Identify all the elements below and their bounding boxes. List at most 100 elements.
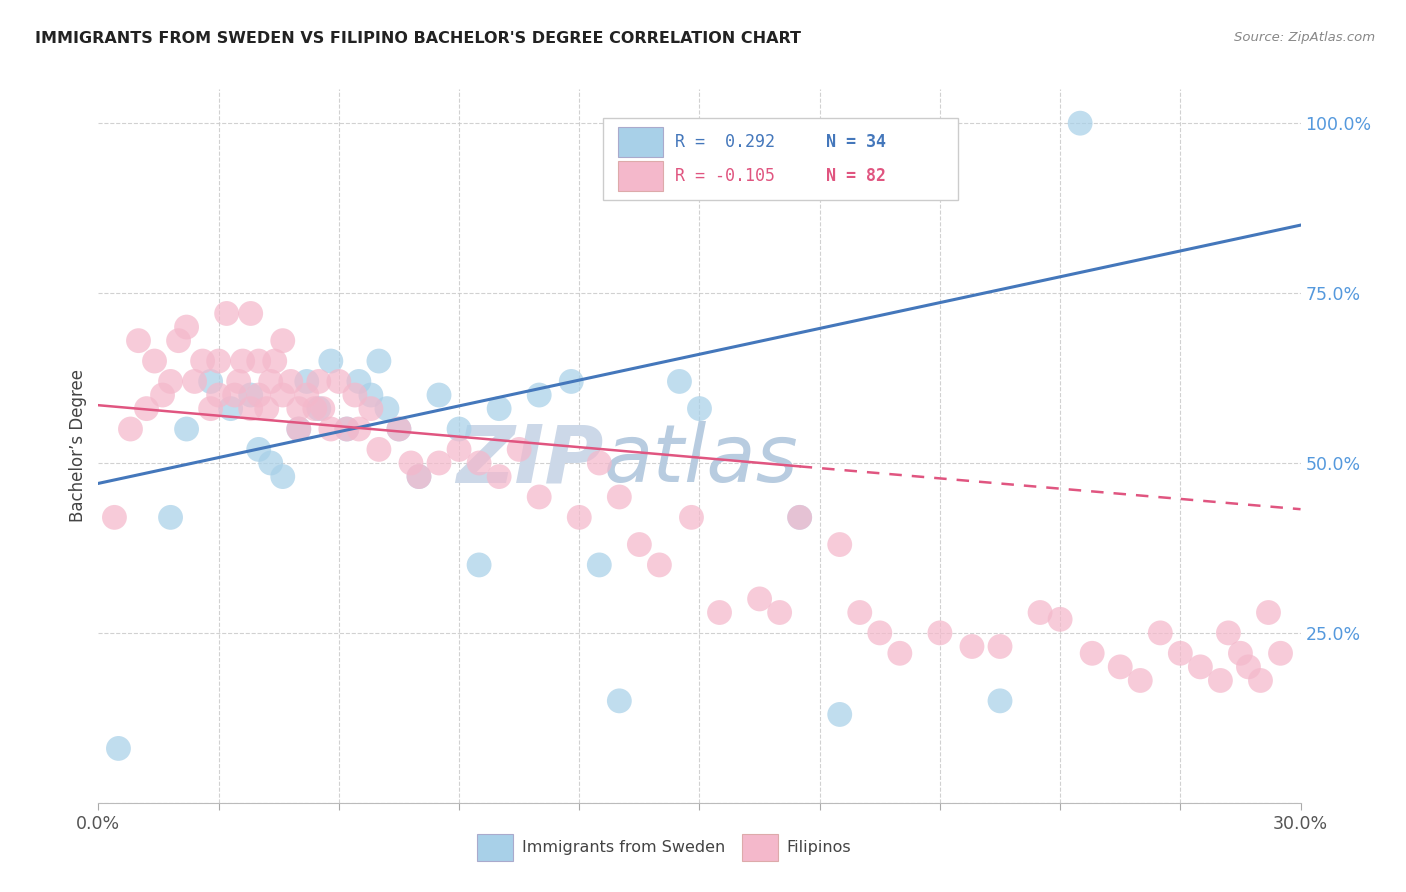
Point	[375, 401, 398, 416]
Text: R = -0.105: R = -0.105	[675, 168, 776, 186]
Bar	[617, 127, 664, 157]
Point	[628, 537, 651, 551]
Point	[224, 388, 246, 402]
Point	[219, 401, 242, 416]
Point	[260, 456, 283, 470]
Text: ZIP: ZIP	[456, 421, 603, 500]
Point	[869, 626, 891, 640]
Point	[1270, 646, 1292, 660]
Point	[271, 334, 294, 348]
Point	[191, 354, 214, 368]
Point	[215, 306, 238, 320]
Point	[143, 354, 166, 368]
Point	[135, 401, 157, 416]
Point	[347, 422, 370, 436]
Point	[849, 606, 872, 620]
Text: R =  0.292: R = 0.292	[675, 133, 776, 151]
Point	[288, 422, 311, 436]
Point	[960, 640, 983, 654]
Point	[280, 375, 302, 389]
Point	[828, 537, 851, 551]
Point	[488, 469, 510, 483]
Point	[988, 640, 1011, 654]
FancyBboxPatch shape	[603, 118, 957, 200]
Point	[588, 558, 610, 572]
Point	[200, 401, 222, 416]
Point	[789, 510, 811, 524]
Point	[648, 558, 671, 572]
Point	[1209, 673, 1232, 688]
Point	[1237, 660, 1260, 674]
Point	[388, 422, 411, 436]
Point	[152, 388, 174, 402]
Point	[427, 456, 450, 470]
Point	[263, 354, 285, 368]
Point	[308, 401, 330, 416]
Point	[183, 375, 205, 389]
Point	[447, 422, 470, 436]
Point	[159, 375, 181, 389]
Point	[529, 490, 551, 504]
Point	[232, 354, 254, 368]
Point	[560, 375, 582, 389]
Point	[427, 388, 450, 402]
Point	[208, 388, 231, 402]
Point	[408, 469, 430, 483]
Text: Source: ZipAtlas.com: Source: ZipAtlas.com	[1234, 31, 1375, 45]
Point	[468, 558, 491, 572]
Point	[228, 375, 250, 389]
Point	[488, 401, 510, 416]
Point	[399, 456, 422, 470]
Point	[1229, 646, 1251, 660]
Point	[328, 375, 350, 389]
Point	[167, 334, 190, 348]
Text: IMMIGRANTS FROM SWEDEN VS FILIPINO BACHELOR'S DEGREE CORRELATION CHART: IMMIGRANTS FROM SWEDEN VS FILIPINO BACHE…	[35, 31, 801, 46]
Point	[588, 456, 610, 470]
Point	[103, 510, 125, 524]
Text: Immigrants from Sweden: Immigrants from Sweden	[522, 840, 725, 855]
Y-axis label: Bachelor’s Degree: Bachelor’s Degree	[69, 369, 87, 523]
Point	[408, 469, 430, 483]
Point	[239, 306, 262, 320]
Point	[1170, 646, 1192, 660]
Point	[568, 510, 591, 524]
Point	[1189, 660, 1212, 674]
Point	[1081, 646, 1104, 660]
Point	[1257, 606, 1279, 620]
Point	[447, 442, 470, 457]
Point	[388, 422, 411, 436]
Point	[319, 354, 342, 368]
Point	[1049, 612, 1071, 626]
Point	[609, 490, 631, 504]
Point	[239, 388, 262, 402]
Point	[1149, 626, 1171, 640]
Point	[343, 388, 366, 402]
Point	[271, 469, 294, 483]
Text: Filipinos: Filipinos	[786, 840, 851, 855]
Point	[319, 422, 342, 436]
Point	[288, 422, 311, 436]
Point	[247, 354, 270, 368]
Point	[312, 401, 335, 416]
Point	[256, 401, 278, 416]
Point	[529, 388, 551, 402]
Point	[159, 510, 181, 524]
Point	[260, 375, 283, 389]
Point	[368, 442, 391, 457]
Text: N = 34: N = 34	[825, 133, 886, 151]
Text: atlas: atlas	[603, 421, 799, 500]
Point	[828, 707, 851, 722]
Point	[128, 334, 150, 348]
Point	[360, 388, 382, 402]
Point	[789, 510, 811, 524]
Point	[336, 422, 359, 436]
Point	[889, 646, 911, 660]
Point	[208, 354, 231, 368]
Text: N = 82: N = 82	[825, 168, 886, 186]
Point	[1250, 673, 1272, 688]
Point	[988, 694, 1011, 708]
Point	[295, 388, 318, 402]
Point	[120, 422, 142, 436]
Point	[929, 626, 952, 640]
Point	[308, 375, 330, 389]
